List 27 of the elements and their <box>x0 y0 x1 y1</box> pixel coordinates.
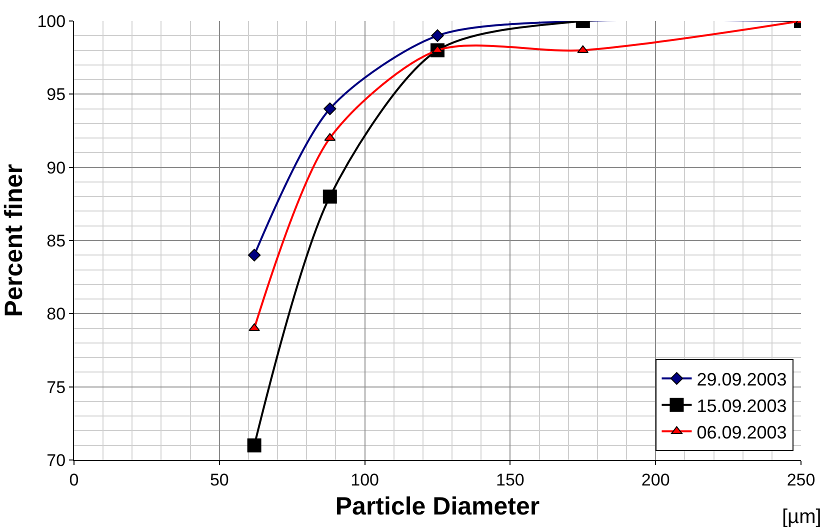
point <box>248 248 261 262</box>
x-tick-label: 0 <box>69 470 79 490</box>
point <box>322 190 337 204</box>
point <box>431 29 444 42</box>
legend-label: 15.09.2003 <box>696 396 787 416</box>
point <box>432 45 444 54</box>
x-tick-label: 50 <box>210 470 229 490</box>
y-tick-label: 75 <box>46 378 66 397</box>
x-tick-label: 250 <box>786 470 816 490</box>
x-axis-title: Particle Diameter <box>335 492 540 520</box>
y-tick-label: 95 <box>46 85 66 104</box>
point <box>577 45 589 54</box>
point <box>324 102 336 116</box>
y-tick-label: 85 <box>46 231 66 250</box>
x-tick-label: 200 <box>641 470 670 490</box>
text: [µm] <box>782 506 822 527</box>
x-tick-label: 150 <box>496 470 524 490</box>
y-tick-label: 70 <box>46 450 66 470</box>
legend-label: 29.09.2003 <box>696 369 787 390</box>
legend-label: 06.09.2003 <box>696 422 787 442</box>
point <box>247 438 262 452</box>
x-tick-label: 100 <box>350 470 379 490</box>
point <box>248 323 260 332</box>
y-tick-label: 90 <box>46 158 66 178</box>
y-tick-label: 100 <box>37 12 66 31</box>
y-axis-title: Percent finer <box>0 164 28 317</box>
y-tick-label: 80 <box>46 304 66 324</box>
